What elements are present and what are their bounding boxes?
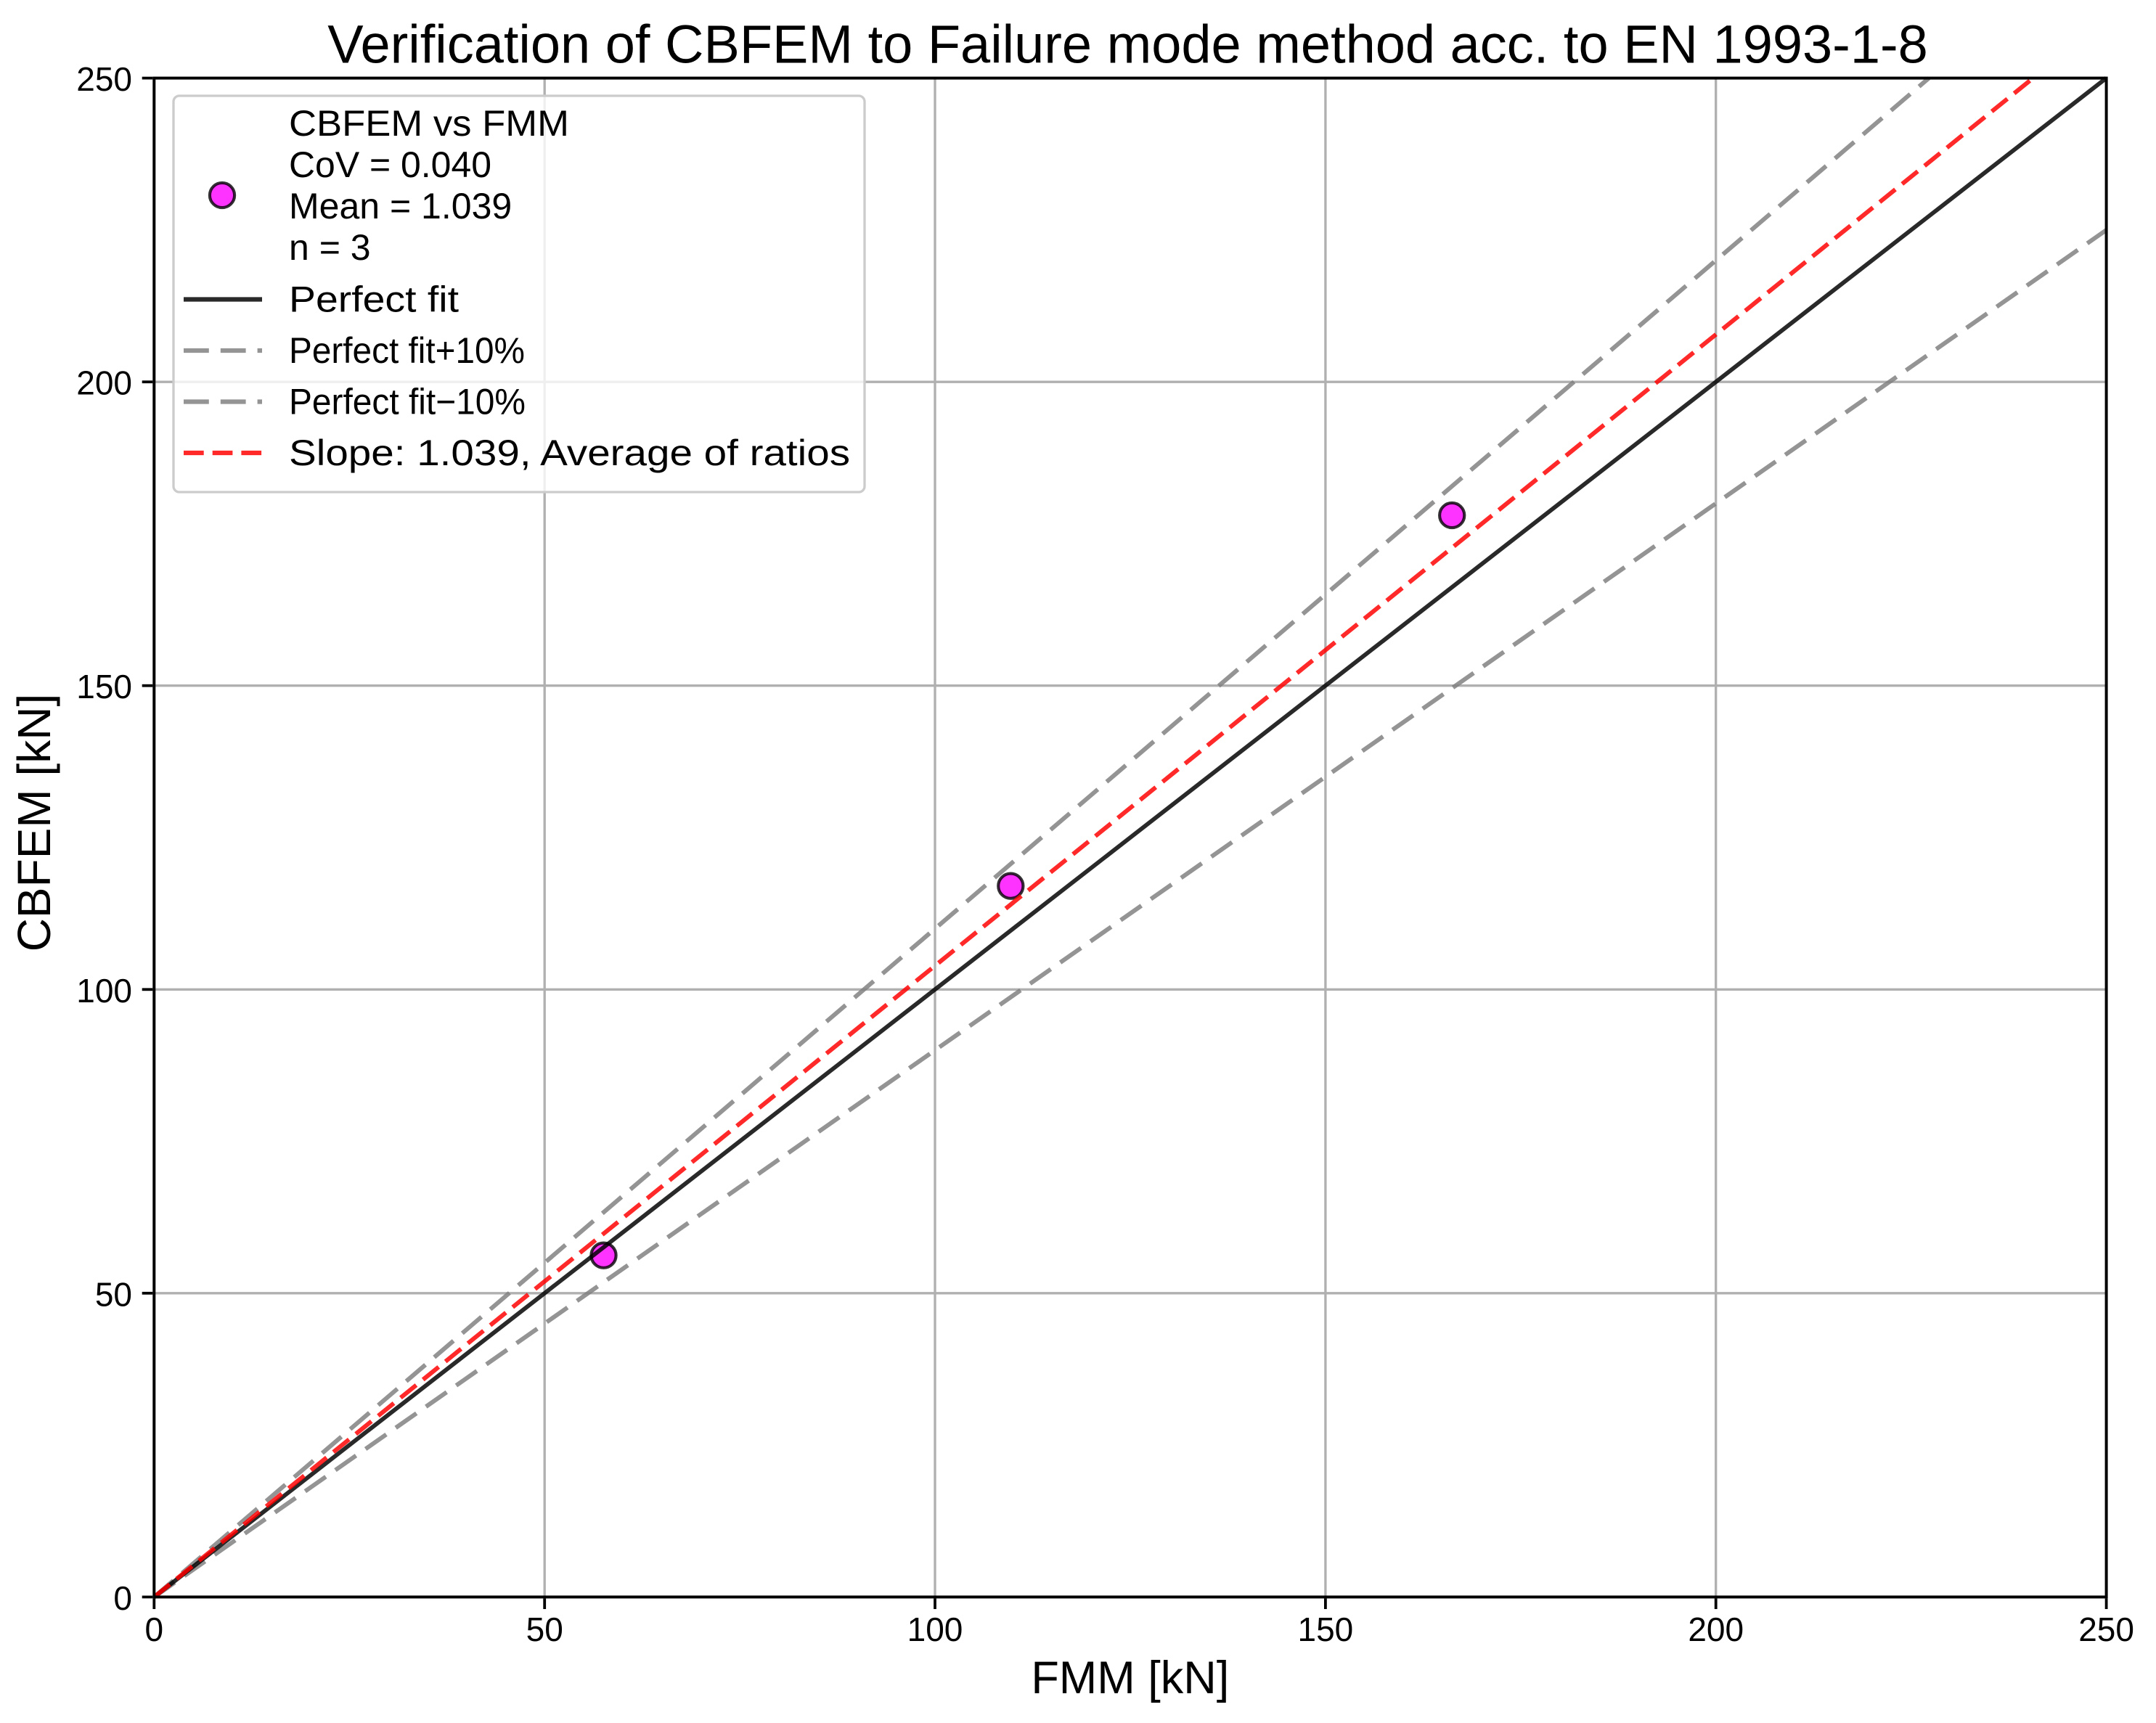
svg-text:Mean = 1.039: Mean = 1.039 xyxy=(289,186,512,226)
svg-text:Perfect fit: Perfect fit xyxy=(289,279,459,320)
svg-text:0: 0 xyxy=(113,1579,132,1617)
svg-text:Verification of CBFEM to Failu: Verification of CBFEM to Failure mode me… xyxy=(327,15,1928,75)
svg-text:Perfect fit−10%: Perfect fit−10% xyxy=(289,382,526,422)
svg-text:100: 100 xyxy=(907,1611,963,1648)
svg-text:CBFEM [kN]: CBFEM [kN] xyxy=(8,694,60,952)
svg-text:150: 150 xyxy=(1298,1611,1354,1648)
svg-text:50: 50 xyxy=(526,1611,563,1648)
svg-text:250: 250 xyxy=(2078,1611,2134,1648)
svg-text:FMM [kN]: FMM [kN] xyxy=(1031,1653,1229,1703)
svg-text:CoV = 0.040: CoV = 0.040 xyxy=(289,144,491,185)
svg-text:Slope: 1.039, Average of ratio: Slope: 1.039, Average of ratios xyxy=(289,433,850,473)
svg-text:0: 0 xyxy=(145,1611,164,1648)
svg-text:200: 200 xyxy=(76,364,132,402)
svg-text:n = 3: n = 3 xyxy=(289,227,371,268)
svg-text:100: 100 xyxy=(76,972,132,1010)
svg-text:CBFEM vs FMM: CBFEM vs FMM xyxy=(289,103,569,144)
svg-text:50: 50 xyxy=(95,1275,132,1313)
svg-text:200: 200 xyxy=(1688,1611,1744,1648)
svg-text:250: 250 xyxy=(76,60,132,98)
svg-text:150: 150 xyxy=(76,668,132,705)
svg-text:Perfect fit+10%: Perfect fit+10% xyxy=(289,330,525,371)
